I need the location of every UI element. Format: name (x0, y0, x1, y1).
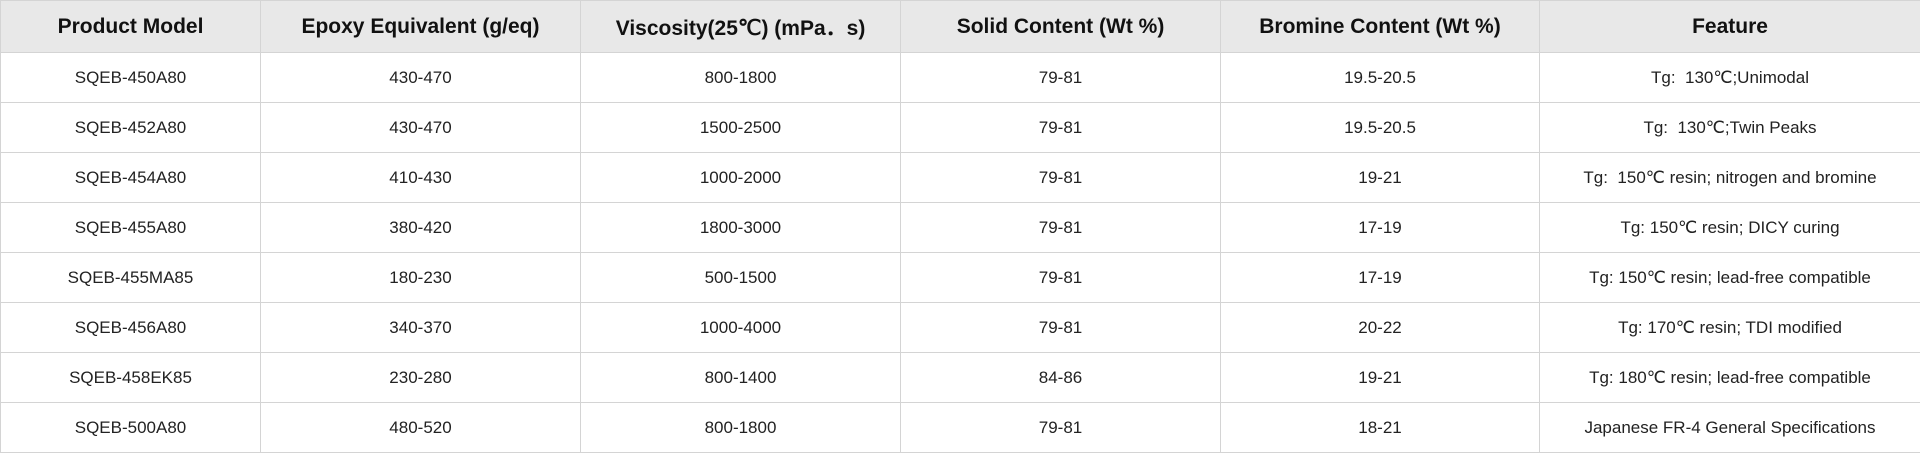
table-cell: 17-19 (1221, 203, 1540, 253)
table-cell: 800-1400 (581, 353, 901, 403)
table-cell: 19.5-20.5 (1221, 53, 1540, 103)
table-cell: 500-1500 (581, 253, 901, 303)
table-cell: 17-19 (1221, 253, 1540, 303)
table-cell: SQEB-450A80 (1, 53, 261, 103)
column-header: Bromine Content (Wt %) (1221, 1, 1540, 53)
table-cell: SQEB-456A80 (1, 303, 261, 353)
table-cell: Tg: 150℃ resin; lead-free compatible (1540, 253, 1920, 303)
table-cell: 430-470 (261, 103, 581, 153)
table-cell: Tg: 130℃;Twin Peaks (1540, 103, 1920, 153)
table-cell: SQEB-452A80 (1, 103, 261, 153)
column-header: Product Model (1, 1, 261, 53)
table-cell: 1000-4000 (581, 303, 901, 353)
table-cell: 1500-2500 (581, 103, 901, 153)
table-cell: SQEB-454A80 (1, 153, 261, 203)
table-cell: 79-81 (901, 253, 1221, 303)
table-cell: 410-430 (261, 153, 581, 203)
table-cell: 19-21 (1221, 153, 1540, 203)
table-cell: 79-81 (901, 403, 1221, 453)
table-cell: 79-81 (901, 103, 1221, 153)
table-cell: 18-21 (1221, 403, 1540, 453)
table-cell: 84-86 (901, 353, 1221, 403)
table-cell: 1800-3000 (581, 203, 901, 253)
table-cell: SQEB-500A80 (1, 403, 261, 453)
table-cell: Tg: 150℃ resin; DICY curing (1540, 203, 1920, 253)
table-cell: 480-520 (261, 403, 581, 453)
table-cell: 1000-2000 (581, 153, 901, 203)
table-cell: 800-1800 (581, 403, 901, 453)
table-cell: 20-22 (1221, 303, 1540, 353)
table-cell: 19.5-20.5 (1221, 103, 1540, 153)
table-cell: 79-81 (901, 303, 1221, 353)
table-cell: 79-81 (901, 203, 1221, 253)
table-cell: Tg: 170℃ resin; TDI modified (1540, 303, 1920, 353)
table-cell: 79-81 (901, 53, 1221, 103)
table-cell: 380-420 (261, 203, 581, 253)
table-cell: 79-81 (901, 153, 1221, 203)
column-header: Epoxy Equivalent (g/eq) (261, 1, 581, 53)
table-cell: Tg: 180℃ resin; lead-free compatible (1540, 353, 1920, 403)
column-header: Viscosity(25℃) (mPa．s) (581, 1, 901, 53)
table-cell: 180-230 (261, 253, 581, 303)
column-header: Solid Content (Wt %) (901, 1, 1221, 53)
table-cell: 19-21 (1221, 353, 1540, 403)
table-cell: SQEB-455MA85 (1, 253, 261, 303)
table-cell: SQEB-458EK85 (1, 353, 261, 403)
table-cell: SQEB-455A80 (1, 203, 261, 253)
table-cell: 340-370 (261, 303, 581, 353)
table-cell: 800-1800 (581, 53, 901, 103)
table-cell: 230-280 (261, 353, 581, 403)
table-cell: Tg: 130℃;Unimodal (1540, 53, 1920, 103)
column-header: Feature (1540, 1, 1920, 53)
table-cell: Japanese FR-4 General Specifications (1540, 403, 1920, 453)
table-cell: 430-470 (261, 53, 581, 103)
table-cell: Tg: 150℃ resin; nitrogen and bromine (1540, 153, 1920, 203)
